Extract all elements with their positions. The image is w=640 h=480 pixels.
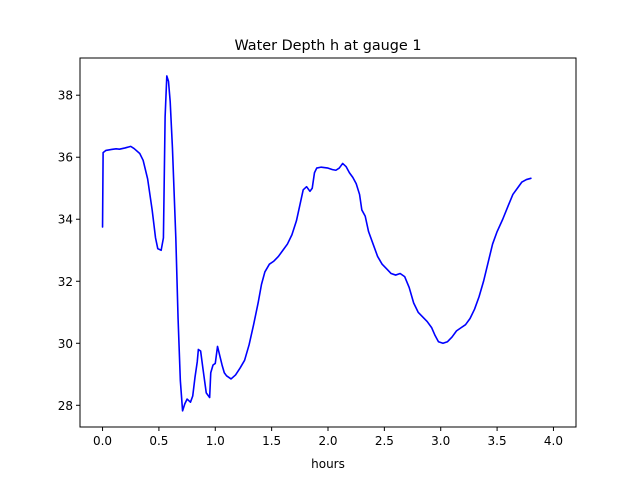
chart-title: Water Depth h at gauge 1 (234, 38, 421, 54)
series-line-0 (101, 75, 532, 412)
y-tick-label: 32 (58, 275, 73, 289)
axes-layer: 0.0 0.5 1.0 1.5 2.0 2.5 3.0 3.5 4.0 28 30 32 34 36 38 (58, 57, 577, 448)
x-tick-label: 3.0 (431, 434, 450, 448)
x-tick-label: 0.0 (93, 434, 112, 448)
x-tick-label: 4.0 (544, 434, 563, 448)
x-tick-label: 3.5 (488, 434, 507, 448)
x-tick-label: 0.5 (149, 434, 168, 448)
x-tick-label: 1.5 (262, 434, 281, 448)
y-tick-label: 38 (58, 89, 73, 103)
x-tick-label: 2.5 (375, 434, 394, 448)
y-tick-label: 30 (58, 337, 73, 351)
series-layer (101, 75, 532, 412)
y-tick-label: 28 (58, 399, 73, 413)
y-tick-label: 34 (58, 213, 73, 227)
y-tick-label: 36 (58, 151, 73, 165)
x-tick-label: 1.0 (206, 434, 225, 448)
plot-area: 0.0 0.5 1.0 1.5 2.0 2.5 3.0 3.5 4.0 28 30 32 34 36 38 (58, 57, 577, 448)
x-tick-label: 2.0 (318, 434, 337, 448)
x-axis-label: hours (311, 457, 345, 471)
